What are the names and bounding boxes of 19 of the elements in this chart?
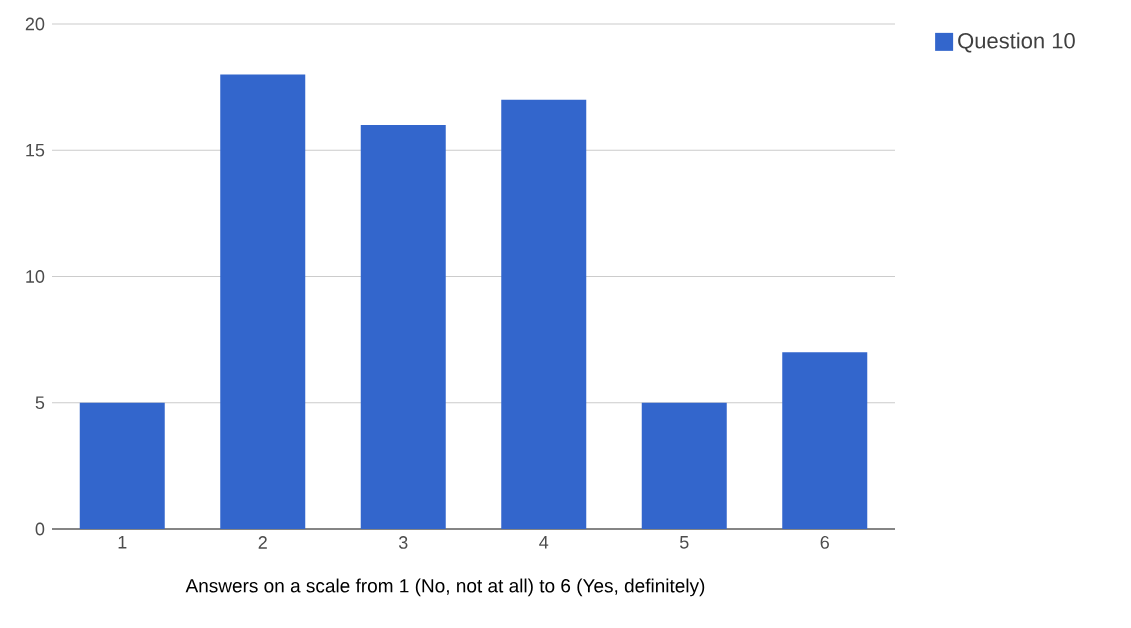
x-tick-label: 6 — [820, 536, 829, 549]
x-tick-label: 5 — [679, 536, 689, 549]
bar — [220, 74, 306, 529]
y-tick-label: 10 — [26, 270, 45, 283]
y-tick-label: 0 — [35, 522, 45, 536]
y-tick-label: 20 — [25, 17, 45, 31]
x-axis-title: Answers on a scale from 1 (No, not at all) to 6 (Yes, definitely) — [185, 578, 705, 597]
x-tick-label: 3 — [398, 536, 408, 549]
x-tick-label: 2 — [258, 536, 267, 549]
bar — [360, 125, 446, 529]
y-tick-label: 15 — [26, 143, 45, 157]
bar — [501, 99, 587, 529]
x-tick-label: 1 — [118, 536, 127, 549]
bar — [79, 402, 165, 529]
legend-label: Question 10 — [958, 32, 1075, 53]
x-tick-label: 4 — [539, 536, 549, 549]
bar — [782, 352, 868, 529]
y-tick-label: 5 — [35, 396, 45, 410]
bar — [641, 402, 727, 529]
